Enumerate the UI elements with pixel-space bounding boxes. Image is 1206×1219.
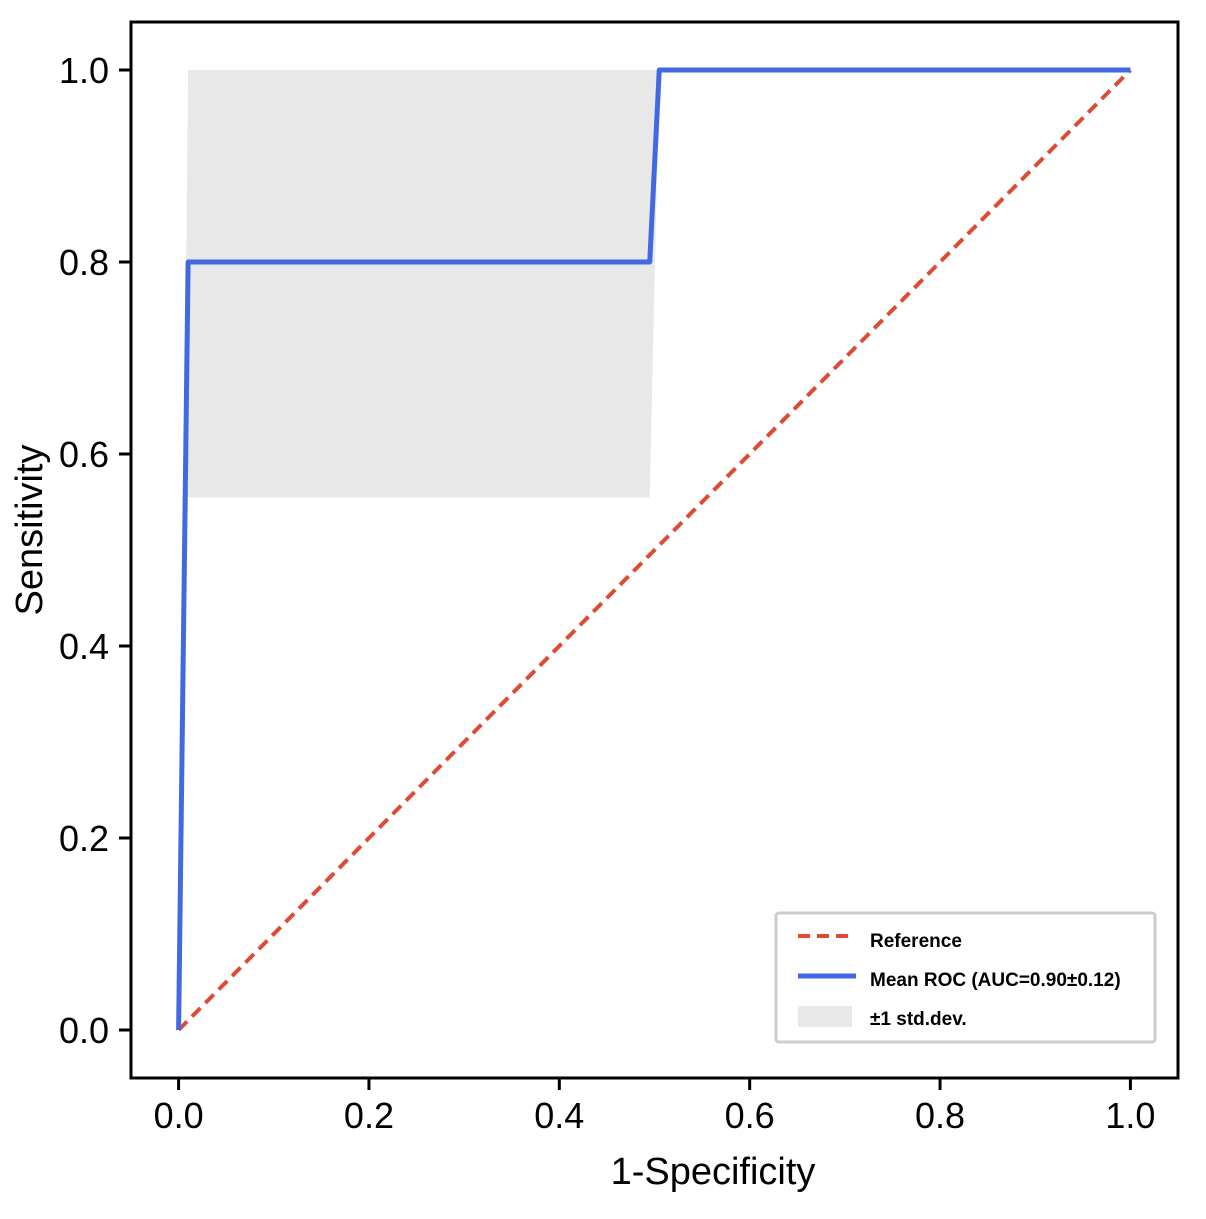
legend-std-band-label: ±1 std.dev. (870, 1009, 967, 1030)
legend-std-band-swatch (798, 1006, 852, 1027)
y-axis-ticks: 0.0 0.2 0.4 0.6 0.8 1.0 (59, 50, 131, 1051)
x-tick-label: 0.0 (154, 1095, 204, 1136)
y-tick-label: 0.0 (59, 1010, 109, 1051)
mean-roc-line (176, 67, 1131, 1031)
y-tick-label: 0.8 (59, 242, 109, 283)
x-axis-title: 1-Specificity (611, 1151, 816, 1193)
x-tick-label: 0.4 (534, 1095, 584, 1136)
y-tick-label: 0.6 (59, 434, 109, 475)
x-tick-label: 0.6 (725, 1095, 775, 1136)
std-band (178, 70, 1131, 1030)
legend-box (774, 911, 1157, 1044)
legend-roc-label: Mean ROC (AUC=0.90±0.12) (870, 970, 1121, 991)
x-tick-label: 0.2 (344, 1095, 394, 1136)
legend: Reference Mean ROC (AUC=0.90±0.12) ±1 st… (774, 911, 1157, 1044)
x-tick-label: 0.8 (915, 1095, 965, 1136)
y-axis-title: Sensitivity (9, 444, 51, 615)
y-tick-label: 0.4 (59, 626, 109, 667)
x-axis-ticks: 0.0 0.2 0.4 0.6 0.8 1.0 (154, 1078, 1155, 1136)
legend-reference-label: Reference (870, 931, 962, 952)
plot-frame (129, 20, 1180, 1080)
series-layer (176, 67, 1132, 1032)
std-band-layer (178, 70, 1131, 1030)
y-tick-label: 0.2 (59, 818, 109, 859)
y-tick-label: 1.0 (59, 50, 109, 91)
reference-line (177, 68, 1132, 1032)
x-tick-label: 1.0 (1105, 1095, 1155, 1136)
